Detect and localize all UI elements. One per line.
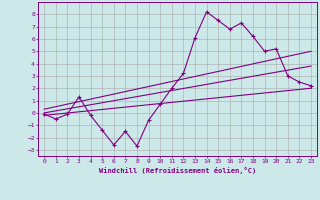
X-axis label: Windchill (Refroidissement éolien,°C): Windchill (Refroidissement éolien,°C) — [99, 167, 256, 174]
